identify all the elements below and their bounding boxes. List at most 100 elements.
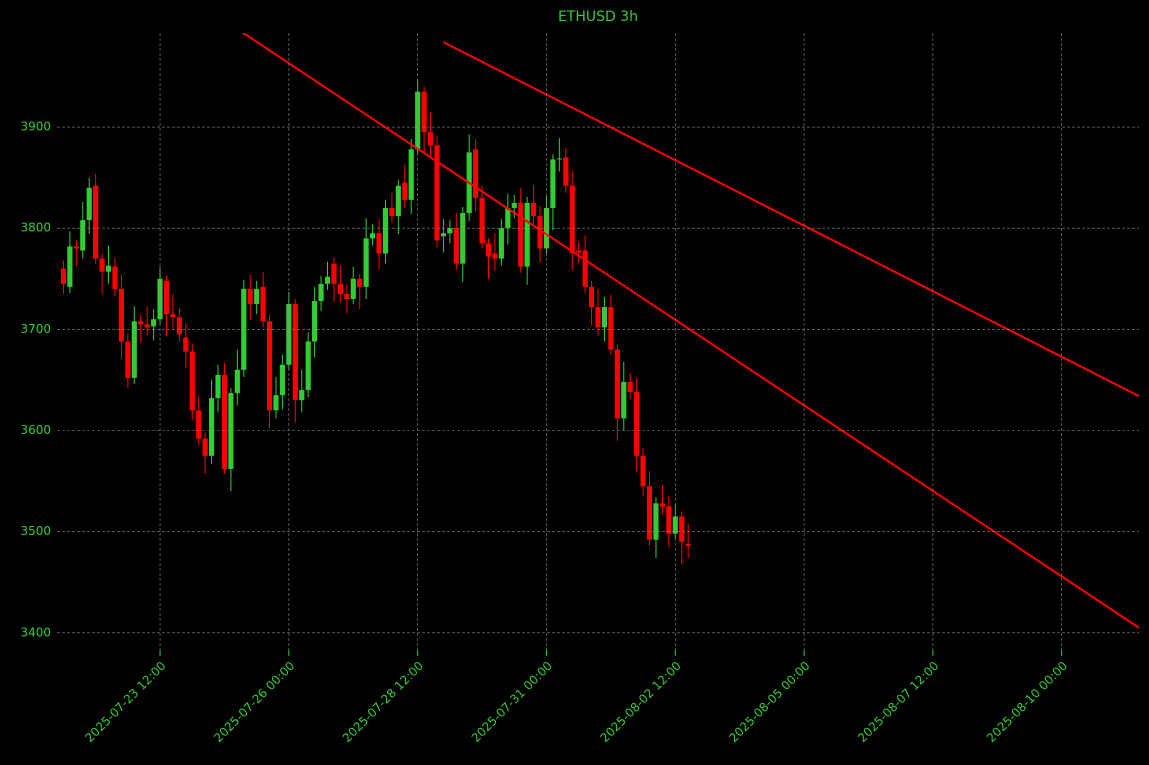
candle-body [138, 321, 144, 325]
candle-body [337, 283, 343, 294]
candle-body [582, 250, 588, 287]
candle-body [170, 314, 176, 318]
candle-body [344, 293, 350, 300]
y-tick-label: 3600 [20, 423, 51, 437]
candle-body [247, 288, 253, 305]
candle-body [189, 351, 195, 411]
candle-body [685, 543, 691, 546]
candle-body [382, 207, 389, 254]
candle-body [505, 207, 511, 229]
candle-body [666, 506, 672, 534]
candle-body [299, 390, 305, 401]
candle-body [221, 374, 228, 469]
candle-body [408, 149, 414, 200]
candle-body [350, 278, 356, 300]
candle-body [614, 349, 620, 419]
candle-body [86, 187, 92, 221]
candle-body [608, 307, 614, 350]
candle-body [125, 341, 131, 378]
candle-body [80, 220, 86, 251]
candle-body [305, 341, 311, 391]
candle-body [131, 321, 137, 378]
candle-body [524, 202, 530, 267]
candle-body [324, 276, 331, 284]
candle-body [492, 253, 498, 259]
candle-body [518, 202, 524, 267]
candle-body [453, 228, 459, 264]
y-tick-label: 3700 [20, 322, 51, 336]
candle-body [659, 503, 665, 507]
candle-body [112, 266, 118, 289]
candle-body [473, 149, 479, 198]
candle-body [460, 213, 466, 264]
candle-body [176, 317, 182, 335]
candle-body [228, 393, 234, 469]
candle-body [279, 364, 285, 396]
candle-body [588, 286, 595, 308]
chart-title: ETHUSD 3h [558, 9, 638, 25]
candle-body [370, 233, 376, 239]
candle-body [550, 159, 556, 208]
candle-body [67, 246, 73, 287]
candle-body [601, 307, 608, 328]
candle-body [595, 307, 601, 328]
candle-body [363, 238, 369, 287]
trend-line [442, 41, 1139, 398]
candle-body [357, 278, 363, 287]
candle-body [73, 246, 79, 249]
candle-body [331, 263, 337, 284]
candle-body [653, 503, 659, 540]
candle-body [537, 216, 543, 249]
candle-body [485, 243, 492, 257]
candle-body [292, 304, 298, 401]
y-tick-label: 3400 [20, 625, 51, 639]
candle-body [531, 202, 537, 217]
candle-body [569, 185, 575, 254]
candle-body [421, 91, 427, 133]
candle-body [402, 182, 408, 200]
candle-body [646, 486, 653, 540]
candle-body [60, 268, 67, 284]
candle-body [151, 319, 157, 327]
candle-body [234, 369, 240, 394]
candle-body [254, 288, 260, 305]
candle-body [144, 324, 150, 328]
candle-body [260, 286, 266, 322]
trend-line [241, 33, 1139, 629]
candle-body [447, 228, 453, 234]
candle-body [634, 392, 640, 456]
candle-body [395, 185, 401, 217]
candle-body [208, 398, 215, 456]
candle-body [376, 233, 382, 254]
candle-body [196, 410, 202, 439]
candle-body [621, 381, 627, 419]
candle-body [563, 157, 569, 186]
candle-body [183, 337, 189, 352]
y-tick-label: 3800 [20, 221, 51, 235]
candle-body [389, 207, 395, 217]
candle-body [318, 283, 324, 302]
candle-body [93, 185, 99, 259]
candle-body [163, 280, 170, 315]
y-tick-label: 3500 [20, 524, 51, 538]
candle-body [479, 197, 485, 244]
candle-body [498, 228, 504, 259]
candle-body [627, 381, 633, 393]
candle-body [427, 132, 434, 146]
candle-body [202, 438, 208, 456]
candle-body [679, 516, 685, 542]
candle-body [434, 145, 440, 241]
candle-body [99, 258, 105, 272]
candle-body [440, 233, 447, 237]
candle-body [640, 455, 646, 487]
candle-body [312, 301, 318, 342]
candle-body [273, 395, 279, 411]
candle-body [511, 202, 517, 208]
candle-body [118, 288, 124, 342]
y-tick-label: 3900 [20, 120, 51, 134]
candle-body [556, 158, 562, 160]
candle-body [576, 250, 582, 253]
candle-body [105, 265, 112, 272]
